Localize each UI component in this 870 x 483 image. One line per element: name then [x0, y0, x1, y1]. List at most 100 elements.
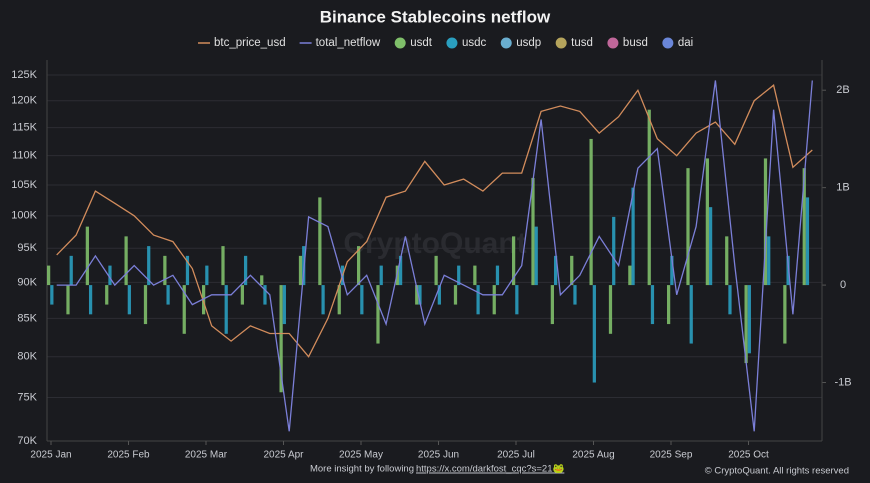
legend-label: busd [623, 37, 648, 49]
bar [786, 255, 790, 286]
y-tick-label: 70K [17, 435, 37, 447]
bar [434, 255, 438, 286]
bar [318, 197, 322, 286]
bar [166, 285, 170, 305]
bar [650, 285, 655, 325]
legend-swatch [500, 37, 512, 49]
x-tick-label: 2025 Sep [650, 450, 693, 461]
bar [243, 255, 248, 286]
bar [398, 255, 403, 286]
bar [570, 255, 574, 286]
y2-tick-label: 1B [836, 182, 849, 194]
legend-swatch [607, 37, 619, 49]
bar [573, 285, 577, 305]
bar [686, 168, 690, 286]
bar [85, 226, 89, 286]
bar [747, 285, 751, 354]
bar [763, 158, 768, 286]
y-tick-label: 75K [17, 391, 37, 403]
legend-swatch [662, 37, 674, 49]
x-tick-label: 2025 Jul [497, 450, 535, 461]
bar [127, 285, 131, 315]
legend: btc_price_usd total_netflow usdt usdc usdp tu… [198, 37, 693, 49]
y2-tick-label: 2B [836, 84, 849, 96]
legend-swatch [446, 37, 458, 49]
line-series [56, 84, 813, 358]
bar [457, 265, 461, 286]
bar [492, 285, 496, 315]
legend-swatch [555, 37, 567, 49]
bar [202, 285, 206, 315]
bar [321, 285, 325, 315]
bar [221, 246, 225, 286]
bar [689, 285, 693, 344]
bar [631, 187, 635, 286]
bar [50, 285, 54, 305]
bar [224, 285, 228, 334]
bar [805, 197, 810, 286]
bar [476, 285, 480, 315]
y-tick-label: 100K [11, 210, 37, 222]
bar [282, 285, 286, 325]
bar [667, 285, 671, 325]
bar [69, 255, 73, 286]
bar [47, 265, 51, 286]
x-tick-label: 2025 Feb [107, 450, 150, 461]
y-tick-label: 85K [17, 312, 37, 324]
legend-label: dai [678, 37, 693, 49]
bar [260, 275, 264, 286]
bar [802, 168, 806, 286]
footer-text: More insight by following [310, 464, 414, 475]
x-tick-label: 2025 Apr [263, 450, 304, 461]
y-tick-label: 110K [12, 150, 38, 162]
x-tick-label: 2025 Oct [728, 450, 769, 461]
bar [418, 285, 422, 305]
x-tick-label: 2025 Jan [30, 450, 71, 461]
x-tick-label: 2025 Aug [572, 450, 614, 461]
y-tick-label: 80K [17, 351, 37, 363]
legend-label: usdc [462, 37, 487, 49]
bar [415, 285, 419, 305]
bar [147, 246, 151, 286]
legend-label: btc_price_usd [214, 37, 286, 49]
bar [515, 285, 519, 315]
bar [608, 285, 613, 334]
y2-tick-label: -1B [834, 376, 851, 388]
bar [108, 265, 112, 286]
bar [473, 265, 477, 286]
bar [240, 285, 244, 305]
bar [88, 285, 93, 315]
bar [592, 285, 596, 383]
bar [670, 255, 674, 286]
bar [512, 236, 516, 286]
bar [531, 177, 535, 286]
bar [376, 285, 380, 344]
bar [589, 138, 593, 286]
bar [437, 285, 441, 305]
bar [185, 255, 190, 286]
bar [495, 265, 500, 286]
plot: 70K 75K 80K 85K 90K 95K 100K 105K 110K 115K 120K 12… [11, 60, 852, 461]
y-tick-label: 115K [12, 122, 38, 134]
y2-tick-label: 0 [840, 279, 846, 291]
bar [163, 255, 167, 286]
y-tick-label: 95K [17, 242, 37, 254]
watermark: CryptoQuant [343, 227, 526, 260]
bar [647, 109, 651, 286]
bar [744, 285, 748, 364]
bar [379, 265, 383, 286]
bar [783, 285, 787, 344]
bar [705, 158, 709, 286]
bar [550, 285, 554, 325]
footer-link[interactable]: https://x.com/darkfost_cqc?s=21🐸 [416, 463, 564, 475]
line-series [56, 80, 813, 432]
bar [360, 285, 364, 315]
bar [143, 285, 148, 325]
bar [534, 226, 538, 286]
copyright: © CryptoQuant. All rights reserved [705, 466, 849, 477]
y-tick-label: 120K [11, 95, 37, 107]
bar [182, 285, 186, 334]
bar [628, 265, 632, 286]
y-tick-label: 105K [11, 179, 37, 191]
